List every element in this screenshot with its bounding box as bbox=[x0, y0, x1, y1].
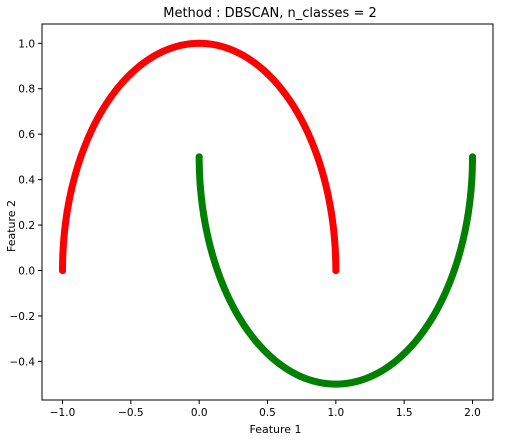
x-tick-label: 1.5 bbox=[396, 407, 413, 419]
data-point bbox=[367, 372, 375, 380]
y-tick-label: −0.2 bbox=[10, 311, 36, 323]
data-point bbox=[195, 153, 203, 161]
data-point bbox=[464, 212, 472, 220]
series-1 bbox=[59, 39, 340, 274]
y-axis-label: Feature 2 bbox=[5, 200, 18, 252]
chart-title: Method : DBSCAN, n_classes = 2 bbox=[163, 6, 377, 21]
data-point bbox=[314, 153, 322, 161]
data-point bbox=[200, 212, 208, 220]
data-point bbox=[160, 47, 168, 55]
data-point bbox=[264, 70, 271, 78]
data-point bbox=[77, 153, 85, 161]
x-tick-label: −1.0 bbox=[50, 407, 76, 419]
data-point bbox=[296, 372, 304, 380]
x-axis-label: Feature 1 bbox=[249, 423, 301, 436]
y-tick-label: 0.8 bbox=[18, 84, 35, 96]
axes-layer: −1.0 −0.5 0.0 0.5 1.0 1.5 2.0 −0.4 −0.2 0.0 0.2 0.4… bbox=[10, 23, 494, 419]
y-tick-label: 1.0 bbox=[18, 38, 35, 50]
data-point bbox=[327, 208, 335, 216]
x-tick-label: −0.5 bbox=[118, 407, 144, 419]
data-point bbox=[63, 208, 71, 216]
data-point bbox=[450, 267, 458, 274]
x-tick-label: 2.0 bbox=[464, 407, 481, 419]
data-point bbox=[469, 153, 476, 161]
x-tick-label: 0.0 bbox=[191, 407, 208, 419]
data-point bbox=[59, 267, 66, 274]
plot-area bbox=[42, 24, 493, 400]
data-point bbox=[231, 47, 239, 55]
data-point bbox=[235, 314, 243, 322]
data-point bbox=[195, 39, 203, 47]
data-point bbox=[332, 380, 340, 388]
x-tick-label: 1.0 bbox=[327, 407, 344, 419]
x-tick-label: 0.5 bbox=[259, 407, 276, 419]
data-point bbox=[99, 106, 107, 114]
y-tick-label: 0.0 bbox=[18, 266, 35, 278]
data-point bbox=[264, 350, 271, 358]
y-tick-label: 0.6 bbox=[18, 129, 35, 141]
series-layer bbox=[59, 39, 476, 388]
data-point bbox=[428, 314, 436, 322]
y-tick-label: −0.4 bbox=[10, 356, 36, 368]
y-tick-label: 0.2 bbox=[18, 220, 35, 232]
y-tick-label: 0.4 bbox=[18, 175, 35, 187]
plot-background bbox=[42, 24, 493, 400]
series-2 bbox=[195, 153, 476, 388]
data-point bbox=[213, 267, 221, 274]
data-point bbox=[400, 350, 408, 358]
data-point bbox=[332, 267, 340, 274]
data-point bbox=[292, 106, 300, 114]
data-point bbox=[127, 70, 135, 78]
